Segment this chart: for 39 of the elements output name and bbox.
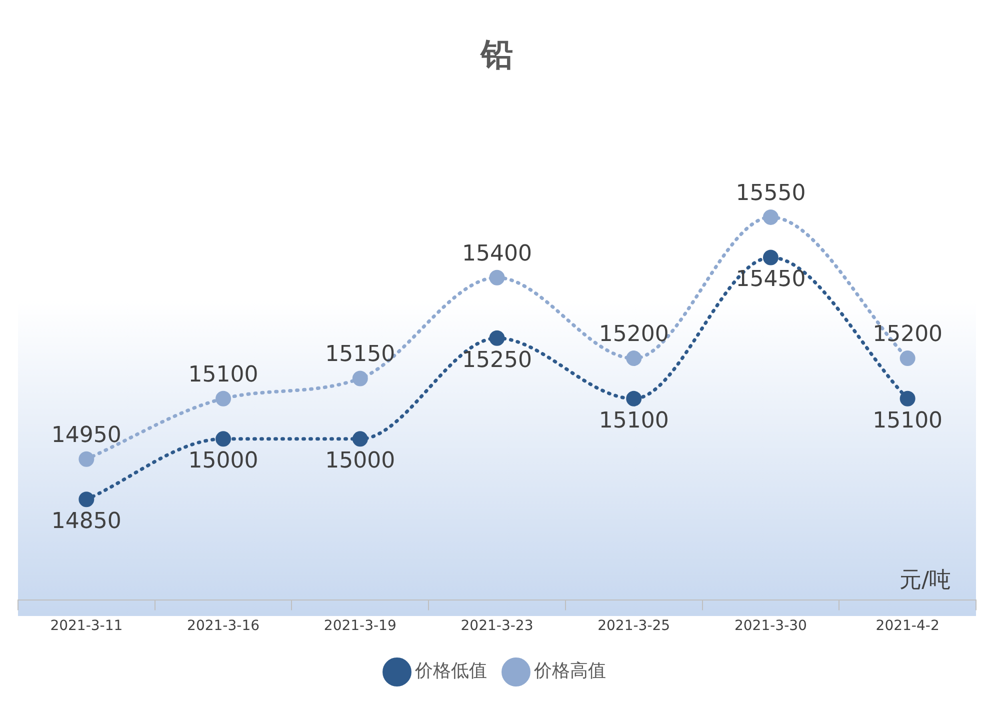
point [489, 270, 505, 286]
data-label: 15200 [598, 322, 669, 348]
data-label: 15100 [598, 408, 669, 434]
data-label: 15100 [188, 362, 258, 388]
point [489, 330, 505, 346]
x-tick-label: 2021-4-2 [876, 618, 940, 634]
data-label: 14850 [51, 509, 122, 534]
point [626, 390, 642, 406]
point [900, 350, 916, 366]
data-label: 15150 [325, 342, 396, 368]
data-label: 15550 [736, 180, 806, 206]
data-label: 14950 [51, 422, 122, 448]
data-label: 15400 [462, 241, 532, 266]
x-tick-label: 2021-3-25 [598, 618, 670, 634]
point [216, 431, 232, 447]
point [762, 250, 778, 266]
point [352, 370, 368, 386]
point [78, 451, 94, 467]
chart-title: 铅 [479, 36, 513, 74]
point [762, 209, 778, 225]
data-label: 15000 [325, 448, 396, 474]
x-tick-label: 2021-3-23 [460, 618, 534, 634]
x-tick-label: 2021-3-30 [734, 618, 807, 634]
data-label: 15450 [736, 267, 806, 292]
point [78, 492, 94, 508]
x-tick-label: 2021-3-11 [50, 618, 123, 634]
x-tick-label: 2021-3-19 [324, 618, 396, 634]
point [900, 390, 916, 406]
data-label: 15100 [872, 408, 943, 434]
text: 元/吨 [900, 568, 951, 593]
data-label: 15200 [872, 322, 943, 348]
data-label: 15000 [188, 448, 258, 474]
legend-label: 价格低值 [414, 660, 487, 682]
data-label: 15250 [462, 348, 532, 373]
point [216, 390, 232, 406]
legend-label: 价格高值 [533, 660, 606, 682]
point [626, 350, 642, 366]
point [352, 431, 368, 447]
x-tick-label: 2021-3-16 [187, 618, 260, 634]
